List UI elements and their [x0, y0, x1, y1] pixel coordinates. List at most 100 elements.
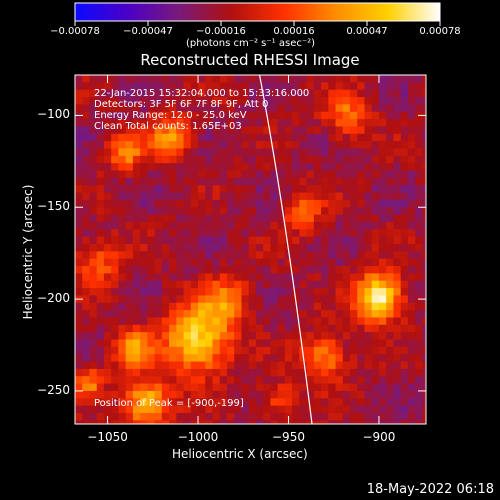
heatmap-cell: [82, 221, 91, 230]
heatmap-cell: [241, 398, 250, 407]
heatmap-cell: [190, 383, 199, 392]
heatmap-cell: [147, 111, 156, 120]
heatmap-cell: [125, 412, 134, 421]
heatmap-cell: [350, 133, 358, 142]
heatmap-cell: [342, 302, 351, 311]
heatmap-cell: [277, 390, 286, 399]
heatmap-cell: [190, 192, 199, 201]
heatmap-cell: [255, 104, 264, 113]
heatmap-cell: [335, 170, 344, 179]
heatmap-cell: [219, 324, 228, 333]
heatmap-cell: [292, 126, 300, 135]
heatmap-cell: [212, 199, 221, 208]
heatmap-cell: [198, 420, 206, 424]
heatmap-cell: [169, 185, 177, 194]
heatmap-cell: [169, 376, 177, 385]
heatmap-cell: [277, 185, 286, 194]
heatmap-cell: [263, 376, 272, 385]
heatmap-cell: [378, 324, 387, 333]
heatmap-cell: [75, 243, 83, 252]
heatmap-cell: [415, 243, 423, 252]
heatmap-cell: [299, 104, 308, 113]
heatmap-cell: [335, 133, 344, 142]
heatmap-cell: [154, 310, 163, 319]
heatmap-cell: [96, 221, 105, 230]
heatmap-cell: [335, 119, 344, 128]
heatmap-cell: [212, 383, 221, 392]
annotation-time-range: 22-Jan-2015 15:32:04.000 to 15:33:16.000: [94, 88, 310, 99]
heatmap-cell: [205, 317, 214, 326]
heatmap-cell: [103, 214, 112, 223]
heatmap-cell: [270, 141, 279, 150]
heatmap-cell: [328, 97, 337, 105]
heatmap-cell: [140, 420, 148, 424]
heatmap-cell: [306, 177, 315, 186]
heatmap-cell: [321, 376, 329, 385]
heatmap-cell: [219, 148, 228, 157]
heatmap-cell: [234, 214, 243, 223]
heatmap-cell: [147, 251, 156, 260]
colorbar-unit-label: (photons cm⁻² s⁻¹ asec⁻²): [186, 38, 316, 49]
heatmap-cell: [371, 376, 380, 385]
heatmap-cell: [161, 155, 170, 164]
heatmap-cell: [132, 258, 141, 267]
heatmap-cell: [82, 185, 91, 194]
heatmap-cell: [96, 82, 105, 91]
heatmap-cell: [169, 412, 177, 421]
heatmap-cell: [335, 390, 344, 399]
heatmap-cell: [313, 280, 322, 289]
heatmap-cell: [248, 251, 257, 260]
heatmap-cell: [169, 405, 177, 414]
heatmap-cell: [299, 199, 308, 208]
heatmap-cell: [226, 288, 235, 297]
heatmap-cell: [422, 236, 426, 245]
heatmap-cell: [364, 398, 373, 407]
heatmap-cell: [371, 192, 380, 201]
heatmap-cell: [89, 185, 98, 194]
heatmap-cell: [386, 412, 395, 421]
heatmap-cell: [407, 89, 416, 98]
heatmap-cell: [183, 346, 192, 355]
heatmap-cell: [313, 163, 322, 172]
heatmap-cell: [277, 420, 286, 424]
heatmap-cell: [364, 89, 373, 98]
heatmap-cell: [400, 280, 409, 289]
heatmap-cell: [350, 317, 358, 326]
heatmap-cell: [386, 75, 395, 83]
heatmap-cell: [284, 295, 293, 304]
heatmap-cell: [277, 324, 286, 333]
heatmap-cell: [226, 332, 235, 341]
heatmap-cell: [96, 141, 105, 150]
heatmap-cell: [241, 317, 250, 326]
heatmap-cell: [407, 266, 416, 274]
heatmap-cell: [335, 310, 344, 319]
heatmap-cell: [415, 376, 423, 385]
heatmap-cell: [378, 229, 387, 238]
heatmap-cell: [422, 354, 426, 363]
heatmap-cell: [393, 398, 402, 407]
heatmap-cell: [219, 104, 228, 113]
heatmap-cell: [321, 243, 329, 252]
heatmap-cell: [219, 361, 228, 370]
heatmap-cell: [190, 243, 199, 252]
heatmap-cell: [415, 229, 423, 238]
heatmap-cell: [75, 141, 83, 150]
heatmap-cell: [422, 148, 426, 157]
heatmap-cell: [357, 266, 366, 274]
heatmap-cell: [342, 97, 351, 105]
heatmap-cell: [212, 119, 221, 128]
heatmap-cell: [234, 295, 243, 304]
heatmap-cell: [306, 148, 315, 157]
heatmap-cell: [306, 266, 315, 274]
heatmap-cell: [400, 332, 409, 341]
heatmap-cell: [270, 273, 279, 282]
heatmap-cell: [371, 75, 380, 83]
heatmap-cell: [205, 361, 214, 370]
heatmap-cell: [75, 163, 83, 172]
heatmap-cell: [364, 361, 373, 370]
heatmap-cell: [393, 368, 402, 377]
heatmap-cell: [321, 229, 329, 238]
heatmap-cell: [299, 111, 308, 120]
heatmap-cell: [422, 310, 426, 319]
heatmap-cell: [378, 163, 387, 172]
